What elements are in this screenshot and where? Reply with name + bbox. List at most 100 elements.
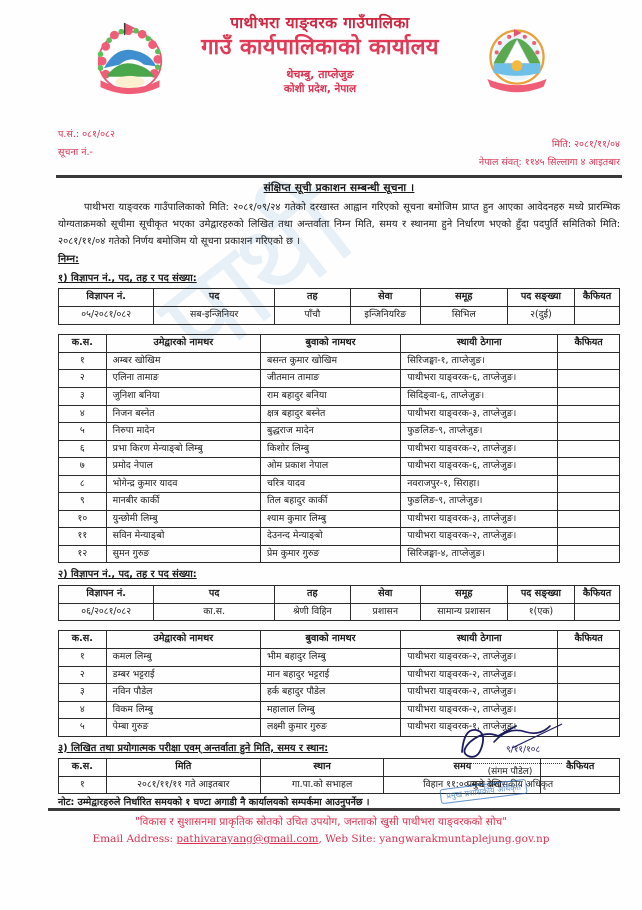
table-row: ८ भोगेन्द्र कुमार यादव चरित्र यादव नवराजपुर…	[58, 474, 620, 494]
notice-number-label: सूचना नं.-	[58, 147, 93, 159]
document-subject: संक्षिप्त सूची प्रकाशन सम्बन्धी सूचना ।	[263, 182, 415, 194]
nepal-coat-of-arms-icon	[97, 22, 163, 95]
cell-group: सामान्य प्रशासन	[419, 602, 508, 622]
candidate-table-1: क.स. उमेद्वारको नामथर बुवाको नामथर स्थाय…	[58, 333, 620, 564]
cell-address: पाथीभरा याङ्वरक-१, ताप्लेजुङ।	[400, 718, 559, 737]
advertisement-table-2: विज्ञापन नं. पद तह सेवा समूह पद सङ्ख्या …	[57, 584, 620, 622]
cell-candidate-name: मानबीर कार्की	[105, 492, 261, 511]
cell-father-name: तिल बहादुर कार्की	[259, 492, 402, 511]
date-row: मिति: २०८१/११/०४	[479, 136, 620, 154]
cell-candidate-name: सविन मेन्याङ्बो	[105, 527, 261, 546]
section-2-title: २) विज्ञापन नं., पद, तह र पद संख्या:	[58, 569, 197, 581]
table-row: ९ मानबीर कार्की तिल बहादुर कार्की फुङलिङ-९,…	[58, 492, 620, 511]
cell-remarks	[557, 700, 620, 720]
table-header-row: क.स. मिति स्थान समय कैफियत	[58, 757, 620, 777]
col-remarks: कैफियत	[574, 584, 620, 604]
col-service: सेवा	[349, 288, 421, 308]
cell-remarks	[574, 306, 620, 325]
cell-sn: १	[58, 648, 107, 667]
table-row: ११ सविन मेन्याङ्बो देउनन्द मेन्याङ्बो पाथीभ…	[58, 527, 620, 546]
cell-father-name: हर्क बहादुर पौडेल	[259, 683, 402, 702]
cell-address: पाथीभरा याङ्वरक-२, ताप्लेजुङ।	[400, 439, 559, 459]
nepal-sambat-row: नेपाल संवत्: ११४५ सिल्लागा ४ आइतबार	[479, 154, 620, 172]
letterhead-text: पाथीभरा याङ्वरक गाउँपालिका गाउँ कार्यपाल…	[150, 14, 490, 97]
col-address: स्थायी ठेगाना	[400, 333, 559, 353]
cell-group: सिभिल	[419, 306, 508, 325]
cell-father-name: प्रेम कुमार गुरुङ	[259, 544, 402, 564]
col-remarks: कैफियत	[557, 333, 620, 353]
cell-exam-time: विहान ११:०० बजे देखि	[383, 775, 542, 795]
col-level: तह	[273, 288, 351, 308]
cell-father-name: बसन्त कुमार खोखिम	[259, 351, 402, 371]
advertisement-table-1: विज्ञापन नं. पद तह सेवा समूह पद सङ्ख्या …	[57, 288, 620, 325]
cell-post: का.स.	[153, 602, 275, 622]
cell-sn: २	[58, 369, 107, 388]
cell-sn: १	[58, 351, 107, 371]
cell-remarks	[557, 439, 620, 459]
cell-sn: ११	[58, 527, 107, 546]
col-father-name: बुवाको नामथर	[259, 630, 402, 650]
table-header-row: क.स. उमेद्वारको नामथर बुवाको नामथर स्थाय…	[58, 333, 620, 353]
section-1-title: १) विज्ञापन नं., पद, तह र पद संख्या:	[58, 273, 197, 285]
cell-remarks	[557, 718, 620, 737]
col-sn: क.स.	[58, 630, 107, 650]
exam-schedule-table: क.स. मिति स्थान समय कैफियत १ २०८१/११/११ ग…	[58, 757, 620, 795]
footer-divider	[48, 808, 620, 811]
cell-remarks	[540, 775, 620, 795]
cell-address: पाथीभरा याङ्वरक-२, ताप्लेजुङ।	[400, 665, 559, 685]
organization-name: पाथीभरा याङ्वरक गाउँपालिका	[230, 14, 410, 32]
email-link[interactable]: pathivarayang@gmail.com	[176, 832, 319, 845]
table-row: १० युन्छोमी लिम्बु श्याम कुमार लिम्बु पाथीभ…	[58, 509, 620, 529]
cell-remarks	[557, 351, 620, 371]
cell-post: सब-इन्जिनियर	[153, 306, 275, 325]
table-row: १२ सुमन गुरुङ प्रेम कुमार गुरुङ सिरिजङ्घा-४…	[58, 544, 620, 564]
cell-father-name: ओम प्रकाश नेपाल	[259, 457, 402, 476]
cell-sn: ३	[58, 683, 107, 702]
cell-sn: ९	[58, 492, 107, 511]
cell-remarks	[557, 544, 620, 564]
cell-father-name: किशोर लिम्बु	[259, 439, 402, 459]
cell-father-name: लक्ष्मी कुमार गुरुङ	[259, 718, 402, 737]
cell-sn: १	[58, 775, 107, 795]
col-group: समूह	[419, 584, 508, 604]
nimna-label: निम्न:	[58, 253, 80, 265]
col-exam-time: समय	[383, 757, 542, 777]
cell-level: श्रेणी विहिन	[273, 602, 351, 622]
section-3-title: ३) लिखित तथा प्रयोगात्मक परीक्षा एवम् अन…	[58, 742, 329, 754]
cell-remarks	[557, 527, 620, 546]
col-candidate-name: उमेद्वारको नामथर	[105, 630, 261, 650]
cell-candidate-name: कमल लिम्बु	[105, 648, 261, 667]
date-value: २०८१/११/०४	[574, 139, 620, 150]
website-label: , Web Site:	[318, 832, 376, 845]
municipality-logo-icon	[487, 29, 547, 93]
table-row: १ २०८१/११/११ गते आइतबार गा.पा.को सभाहल विहा…	[58, 775, 620, 795]
cell-remarks	[574, 602, 620, 622]
cell-candidate-name: अम्बर खोखिम	[105, 351, 261, 371]
email-label: Email Address:	[92, 832, 174, 845]
cell-remarks	[557, 457, 620, 476]
cell-candidate-name: जुनिशा बनिया	[105, 386, 261, 406]
cell-sn: ६	[58, 439, 107, 459]
cell-address: फुङलिङ-९, ताप्लेजुङ।	[400, 422, 559, 441]
cell-father-name: देउनन्द मेन्याङ्बो	[259, 527, 402, 546]
table-row: ३ जुनिशा बनिया राम बहादुर बनिया सिदिङ्वा-६,…	[58, 386, 620, 406]
cell-candidate-name: भोगेन्द्र कुमार यादव	[105, 474, 261, 494]
col-post: पद	[153, 584, 275, 604]
cell-sn: ५	[58, 422, 107, 441]
website-link[interactable]: yangwarakmuntaplejung.gov.np	[379, 832, 550, 845]
table-row: ५ निरुपा मादेन बुद्धराज मादेन फुङलिङ-९, ताप…	[58, 422, 620, 441]
cell-address: पाथीभरा याङ्वरक-३, ताप्लेजुङ।	[400, 509, 559, 529]
cell-father-name: मान बहादुर भट्टराई	[259, 665, 402, 685]
document-paragraph: पाथीभरा याङ्वरक गाउँपालिकाको मिति: २०८१/…	[58, 202, 620, 247]
table-row: ०५/२०८१/०८२ सब-इन्जिनियर पाँचौ इन्जिनियर…	[57, 306, 620, 325]
table-row: २ एलिना तामाङ जीतमान तामाङ पाथीभरा याङ्वरक-…	[58, 369, 620, 388]
cell-sn: ५	[58, 718, 107, 737]
document-note: नोट: उम्मेद्वारहरुले निर्धारित समयको १ घ…	[58, 797, 370, 809]
table-header-row: विज्ञापन नं. पद तह सेवा समूह पद सङ्ख्या …	[57, 584, 620, 604]
cell-candidate-name: निरुपा मादेन	[105, 422, 261, 441]
signature-line	[458, 762, 562, 764]
cell-candidate-name: युन्छोमी लिम्बु	[105, 509, 261, 529]
cell-sn: ३	[58, 386, 107, 406]
cell-address: नवराजपुर-१, सिराहा।	[400, 474, 559, 494]
cell-address: सिरिजङ्घा-४, ताप्लेजुङ।	[400, 544, 559, 564]
